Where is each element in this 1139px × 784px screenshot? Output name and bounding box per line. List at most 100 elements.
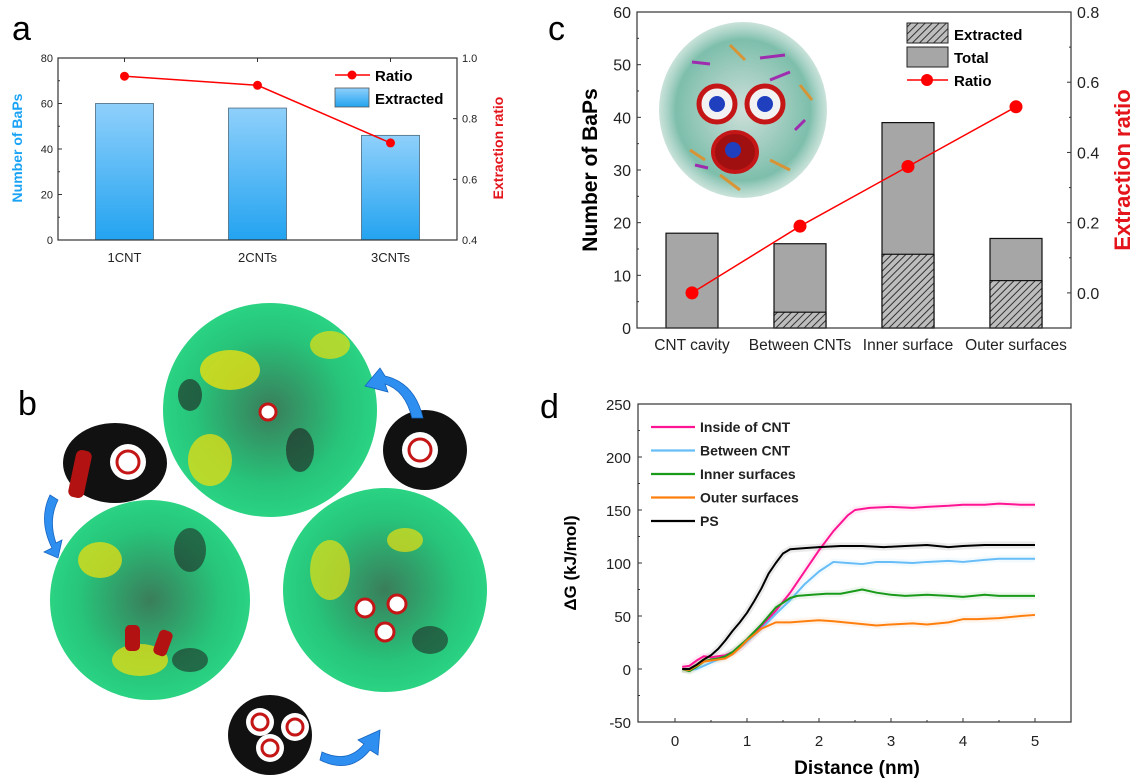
ratio-point	[793, 219, 807, 233]
bar-extracted	[361, 134, 420, 241]
bar-extracted	[228, 107, 287, 241]
panel-a-chart: 0 20 40 60 80 0.4 0.6 0.8 1.0 1CNT 2CNTs 3CNTs Numb…	[9, 53, 506, 265]
y-tick-label: 20	[41, 190, 53, 202]
panel-a-legend: Ratio Extracted	[334, 68, 443, 108]
legend-label: Between CNT	[700, 443, 791, 459]
panel-label-b: b	[18, 385, 37, 423]
ratio-point	[901, 159, 915, 173]
x-tick-label: 2	[815, 733, 823, 750]
y-tick-label: 40	[613, 110, 631, 127]
cnt-bundle-3	[228, 695, 312, 775]
panel-a-ratio-line	[120, 71, 395, 148]
cnt-bundle-1	[383, 410, 467, 490]
y-tick-label: 60	[41, 99, 53, 111]
legend-total-label: Total	[954, 50, 989, 67]
x-tick-label: 5	[1031, 733, 1039, 750]
x-tick-label: 2CNTs	[238, 250, 278, 265]
legend-extracted-swatch	[334, 87, 370, 108]
y-tick-label: -50	[609, 715, 631, 732]
x-tick-label: 3	[887, 733, 895, 750]
y-tick-label: 60	[613, 5, 631, 22]
y2-tick-label: 0.4	[462, 235, 477, 247]
y-tick-label: 80	[41, 53, 53, 65]
panel-a-bars	[95, 103, 420, 241]
panel-a-ylabel: Number of BaPs	[9, 93, 25, 202]
panel-label-c: c	[548, 10, 565, 48]
bar-extracted	[773, 311, 827, 329]
panel-c-bars	[665, 121, 1043, 329]
panel-d-lines	[681, 500, 1036, 675]
ratio-point	[685, 286, 699, 300]
legend-ratio-marker	[347, 70, 357, 80]
y2-tick-label: 0.6	[462, 174, 477, 186]
bar-extracted	[989, 280, 1043, 329]
panel-b-illustration	[43, 303, 487, 775]
micelle-left-2cnt	[50, 500, 250, 700]
legend-label: Inside of CNT	[700, 419, 791, 435]
panel-d-xlabel: Distance (nm)	[794, 758, 920, 779]
series-line	[682, 557, 1035, 672]
legend-ratio-marker	[921, 74, 933, 86]
arrow-down-left-icon	[43, 494, 63, 559]
y2-tick-label: 0.4	[1077, 145, 1099, 162]
y-tick-label: 10	[613, 268, 631, 285]
arrow-up-left-icon	[364, 367, 424, 419]
x-tick-label: Between CNTs	[749, 337, 852, 354]
x-tick-label: 1	[743, 733, 751, 750]
panel-c-legend: Extracted Total Ratio	[906, 22, 1022, 90]
micelle-top-1cnt	[163, 303, 377, 517]
micelle-right-3cnt	[283, 488, 487, 692]
y2-tick-label: 0.8	[1077, 5, 1099, 22]
y-tick-label: 0	[623, 662, 631, 679]
legend-label: PS	[700, 513, 719, 529]
panel-d-chart: -50 0 50 100 150 200 250 0 1 2 3 4 5 ΔG (kJ/mol) Dis…	[561, 397, 1072, 779]
ratio-point	[253, 80, 262, 90]
series-band	[681, 500, 1035, 671]
y2-tick-label: 0.6	[1077, 75, 1099, 92]
ratio-point	[120, 71, 129, 81]
y-tick-label: 0	[47, 235, 53, 247]
panel-c-axes: 0 10 20 30 40 50 60 0.0 0.2 0.4 0.6 0.8 CNT cavity Be…	[613, 5, 1099, 354]
panel-label-a: a	[12, 10, 31, 48]
panel-c-y2label: Extraction ratio	[1110, 89, 1135, 250]
panel-c-ratio-line	[685, 100, 1023, 300]
panel-c-chart: 0 10 20 30 40 50 60 0.0 0.2 0.4 0.6 0.8 CNT cavity Be…	[579, 5, 1135, 354]
bar-extracted	[881, 253, 935, 329]
ratio-point	[1009, 100, 1023, 114]
bar-extracted	[95, 103, 154, 241]
x-tick-label: 1CNT	[108, 250, 142, 265]
x-tick-label: Inner surface	[863, 337, 953, 354]
ratio-line-path	[691, 106, 1017, 294]
y-tick-label: 150	[606, 503, 631, 520]
y2-tick-label: 0.0	[1077, 286, 1099, 303]
panel-a-y2label: Extraction ratio	[490, 97, 506, 200]
cnt-bundle-2	[63, 423, 167, 503]
y-tick-label: 100	[606, 556, 631, 573]
ratio-point	[386, 138, 395, 148]
arrow-up-right-icon	[319, 729, 381, 767]
series-line	[682, 502, 1035, 668]
y-tick-label: 30	[613, 163, 631, 180]
legend-ratio-label: Ratio	[954, 73, 992, 90]
panel-a-axes: 0 20 40 60 80 0.4 0.6 0.8 1.0 1CNT 2CNTs 3CNTs	[41, 53, 478, 265]
x-tick-label: 4	[959, 733, 967, 750]
panel-label-d: d	[540, 388, 559, 426]
legend-label: Outer surfaces	[700, 490, 799, 506]
legend-ratio-label: Ratio	[375, 68, 413, 85]
legend-extracted-swatch	[906, 22, 949, 44]
legend-label: Inner surfaces	[700, 466, 796, 482]
y2-tick-label: 0.2	[1077, 216, 1099, 233]
series-line	[682, 613, 1036, 672]
y-tick-label: 0	[622, 321, 631, 338]
x-tick-label: Outer surfaces	[965, 337, 1067, 354]
x-tick-label: 3CNTs	[371, 250, 411, 265]
y-tick-label: 200	[606, 450, 631, 467]
y2-tick-label: 0.8	[462, 114, 477, 126]
panel-d-ylabel: ΔG (kJ/mol)	[561, 515, 580, 610]
legend-extracted-label: Extracted	[375, 91, 443, 108]
panel-c-inset-molecular-image	[659, 22, 827, 198]
panel-d-legend: Inside of CNT Between CNT Inner surfaces Ou…	[651, 419, 799, 529]
legend-extracted-label: Extracted	[954, 27, 1022, 44]
panel-d-axes: -50 0 50 100 150 200 250 0 1 2 3 4 5	[606, 397, 1039, 750]
